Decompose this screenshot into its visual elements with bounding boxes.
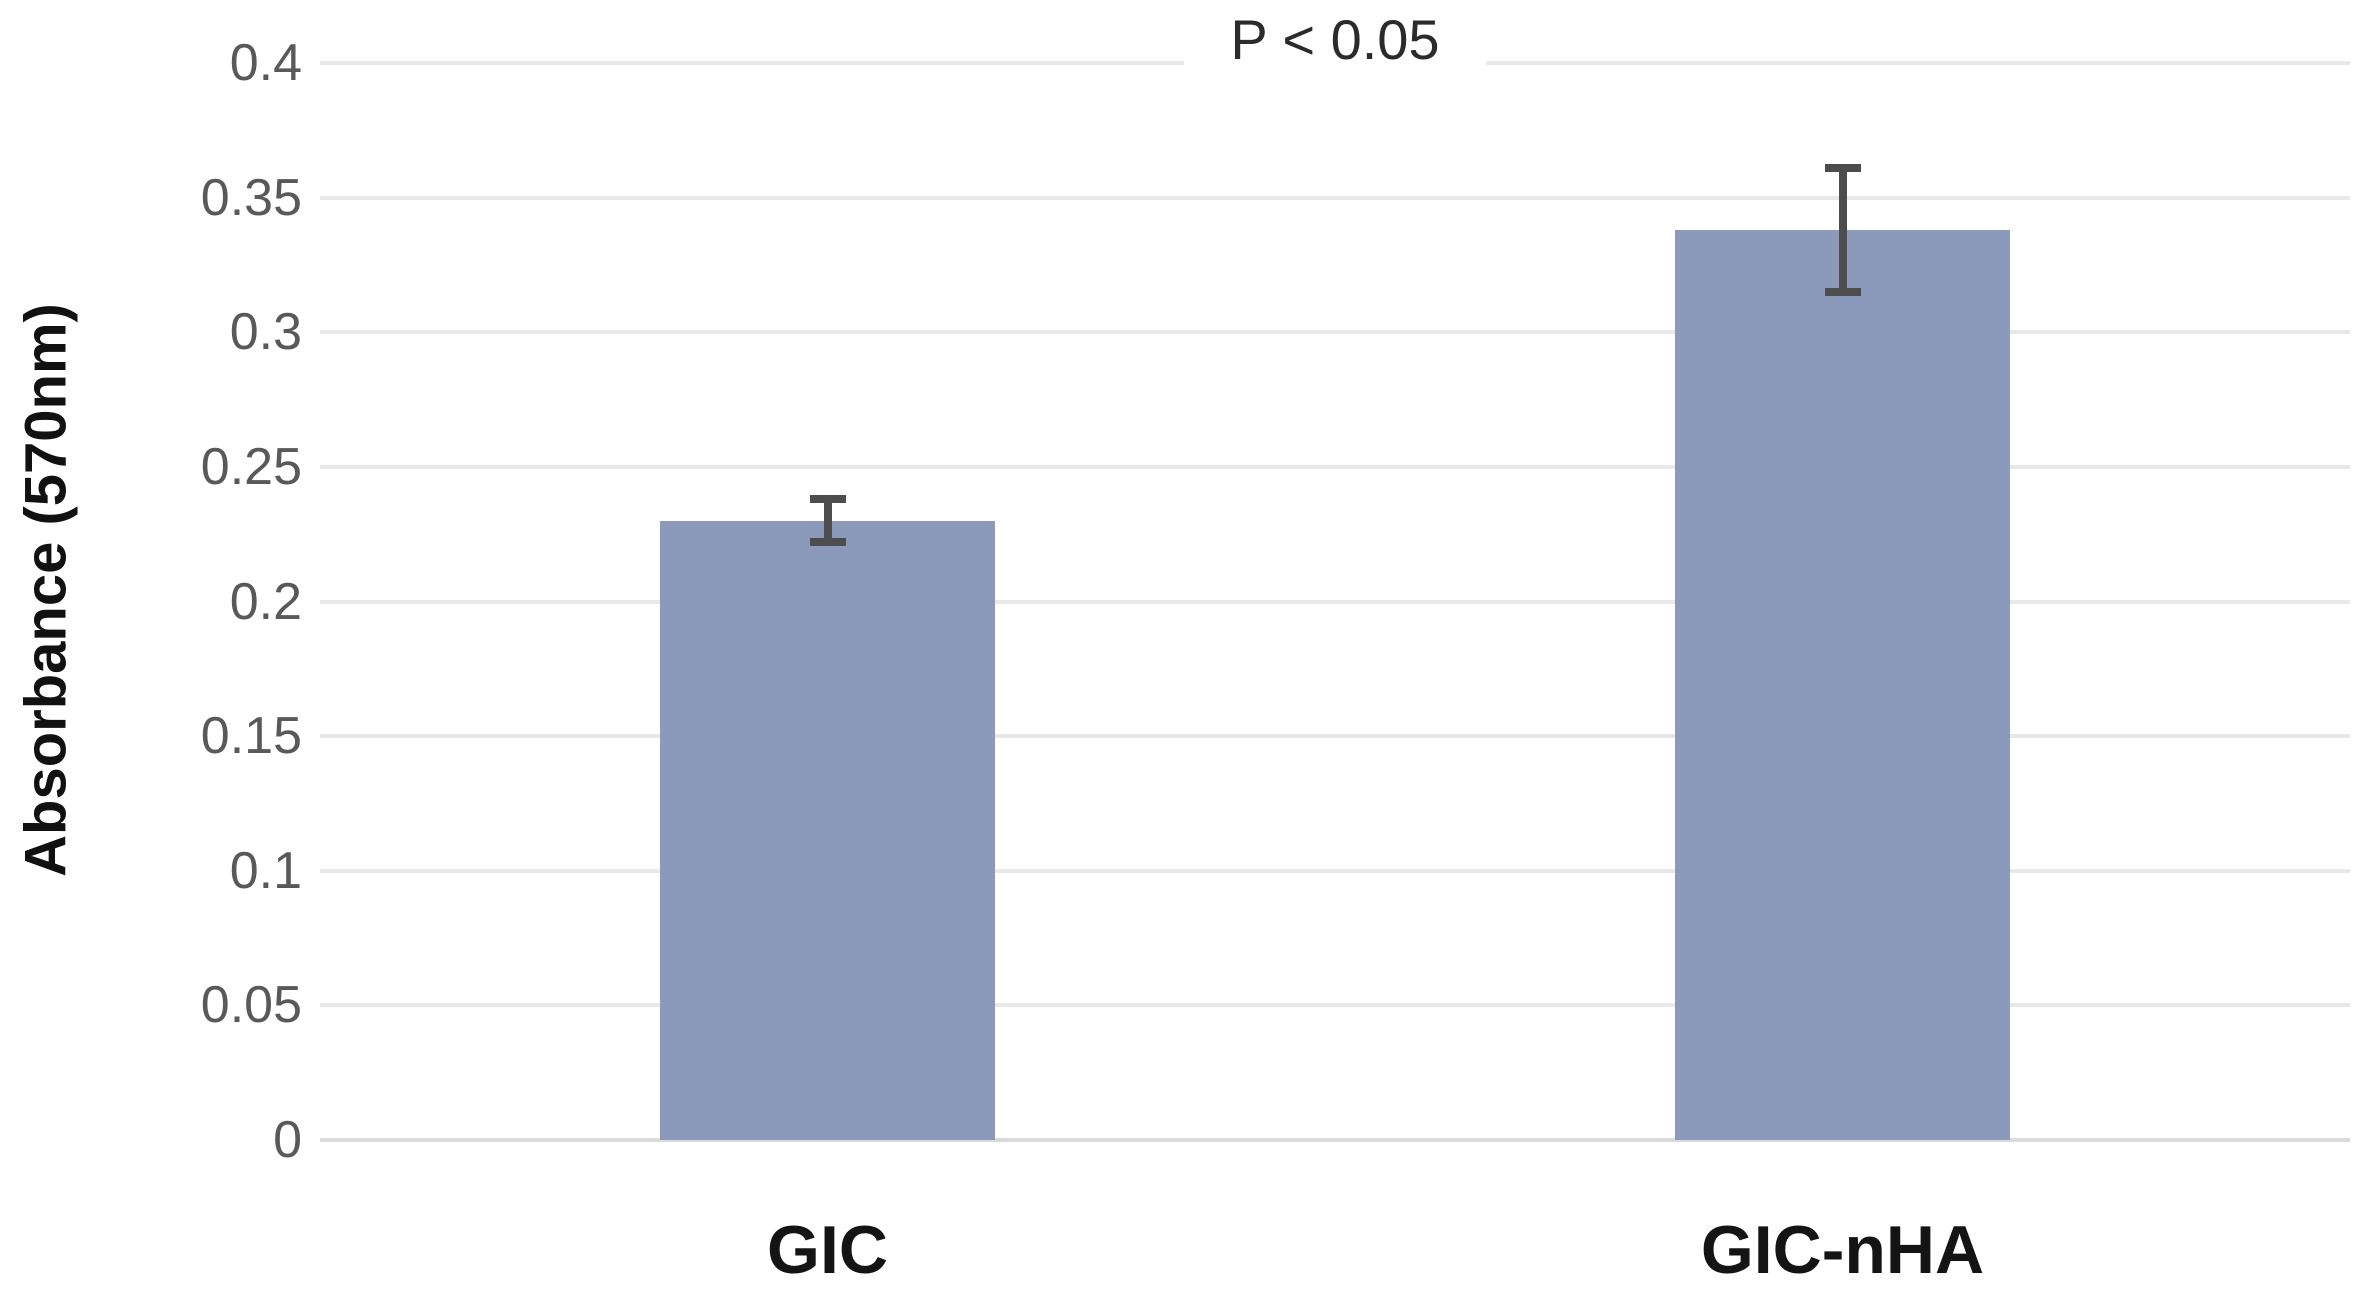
bar-gic-nha	[1675, 229, 2010, 1140]
y-tick-label: 0.25	[200, 437, 302, 496]
gridline	[320, 734, 2350, 739]
y-axis-title: Absorbance (570nm)	[13, 303, 79, 877]
gridline	[320, 1138, 2350, 1142]
error-bar-cap-bottom	[809, 538, 846, 547]
significance-annotation: P < 0.05	[1184, 2, 1486, 78]
error-bar-line	[823, 499, 832, 543]
y-tick-label: 0.1	[229, 841, 302, 900]
error-bar-cap-bottom	[1824, 287, 1861, 296]
error-bar-cap-top	[809, 495, 846, 504]
gridline	[320, 1003, 2350, 1008]
gridline	[320, 330, 2350, 335]
y-tick-label: 0	[273, 1111, 302, 1169]
gridline	[320, 195, 2350, 200]
significance-annotation-row: P < 0.05	[320, 2, 2350, 78]
x-category-label: GIC	[767, 1212, 888, 1288]
error-bar-line	[1838, 168, 1847, 292]
x-category-label: GIC-nHA	[1700, 1212, 1985, 1288]
bar-gic	[660, 520, 995, 1140]
y-tick-label: 0.15	[200, 707, 302, 766]
y-tick-label: 0.4	[229, 34, 302, 92]
gridline	[320, 599, 2350, 604]
error-bar-cap-top	[1824, 164, 1861, 172]
y-tick-label: 0.35	[200, 168, 302, 227]
gridline	[320, 464, 2350, 469]
y-tick-label: 0.3	[229, 303, 302, 362]
y-tick-label: 0.2	[229, 572, 302, 631]
gridline	[320, 868, 2350, 873]
y-tick-label: 0.05	[200, 976, 302, 1035]
